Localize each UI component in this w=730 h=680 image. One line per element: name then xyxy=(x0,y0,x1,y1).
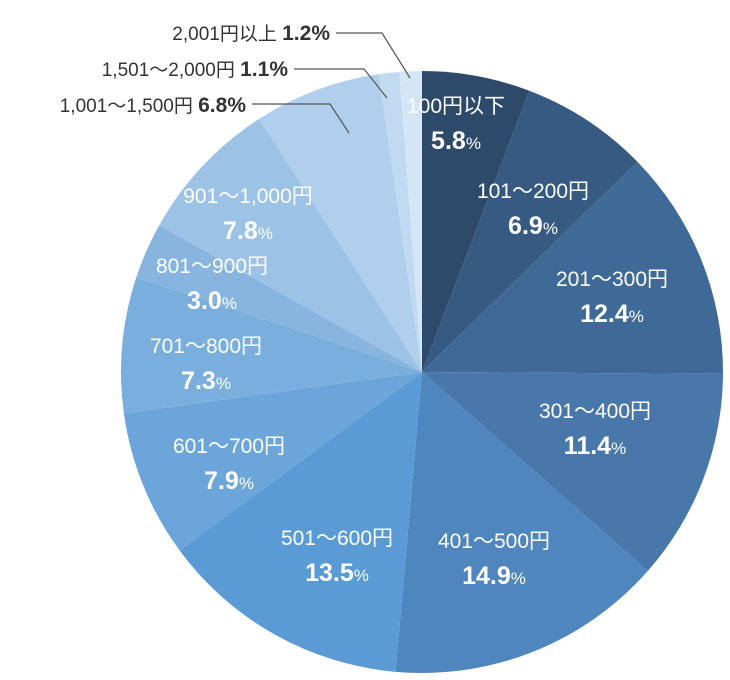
leader-line-13 xyxy=(336,32,411,79)
slice-value-label-4: 11.4% xyxy=(564,432,626,460)
outside-label-13: 2,001円以上 1.2% xyxy=(172,22,330,45)
pie-slice-10 xyxy=(159,118,422,372)
pie-slice-11 xyxy=(259,74,422,372)
slice-category-label-7: 601〜700円 xyxy=(173,435,285,458)
pie-slice-1 xyxy=(422,71,530,372)
slice-category-label-2: 101〜200円 xyxy=(477,180,589,203)
pie-slice-3 xyxy=(422,161,723,374)
slice-category-label-8: 701〜800円 xyxy=(150,335,262,358)
slice-value-label-2: 6.9% xyxy=(508,212,558,240)
pie-slice-2 xyxy=(422,90,638,373)
slice-value-label-1: 5.8% xyxy=(431,127,481,155)
pie-slices xyxy=(120,71,723,674)
slice-value-label-10: 7.8% xyxy=(223,217,273,245)
leader-lines xyxy=(252,32,411,134)
slice-category-label-5: 401〜500円 xyxy=(438,530,550,553)
slice-value-label-5: 14.9% xyxy=(462,562,526,590)
slice-category-label-6: 501〜600円 xyxy=(281,527,393,550)
slice-value-label-8: 7.3% xyxy=(181,367,231,395)
slice-category-label-1: 100円以下 xyxy=(407,95,505,118)
pie-slice-8 xyxy=(120,277,422,414)
pie-slice-7 xyxy=(123,372,423,551)
slice-value-label-9: 3.0% xyxy=(187,287,237,315)
slice-value-label-6: 13.5% xyxy=(305,559,369,587)
slice-labels: 100円以下 5.8% 101〜200円 6.9% 201〜300円 12.4% 301〜4… xyxy=(60,22,668,590)
pie-slice-5 xyxy=(395,372,648,674)
pie-slice-4 xyxy=(422,372,723,572)
outside-label-12: 1,501〜2,000円 1.1% xyxy=(102,58,289,81)
slice-category-label-3: 201〜300円 xyxy=(556,268,668,291)
slice-value-label-7: 7.9% xyxy=(204,467,254,495)
pie-slice-9 xyxy=(136,225,422,372)
pie-slice-6 xyxy=(179,372,422,672)
leader-line-12 xyxy=(294,68,388,99)
leader-line-11 xyxy=(252,103,350,134)
pie-slice-12 xyxy=(378,71,422,373)
outside-label-11: 1,001〜1,500円 6.8% xyxy=(60,94,247,117)
slice-category-label-4: 301〜400円 xyxy=(539,400,651,423)
slice-value-label-3: 12.4% xyxy=(580,300,644,328)
slice-category-label-9: 801〜900円 xyxy=(156,255,268,278)
pie-slice-13 xyxy=(399,71,422,372)
slice-category-label-10: 901〜1,000円 xyxy=(183,185,313,208)
